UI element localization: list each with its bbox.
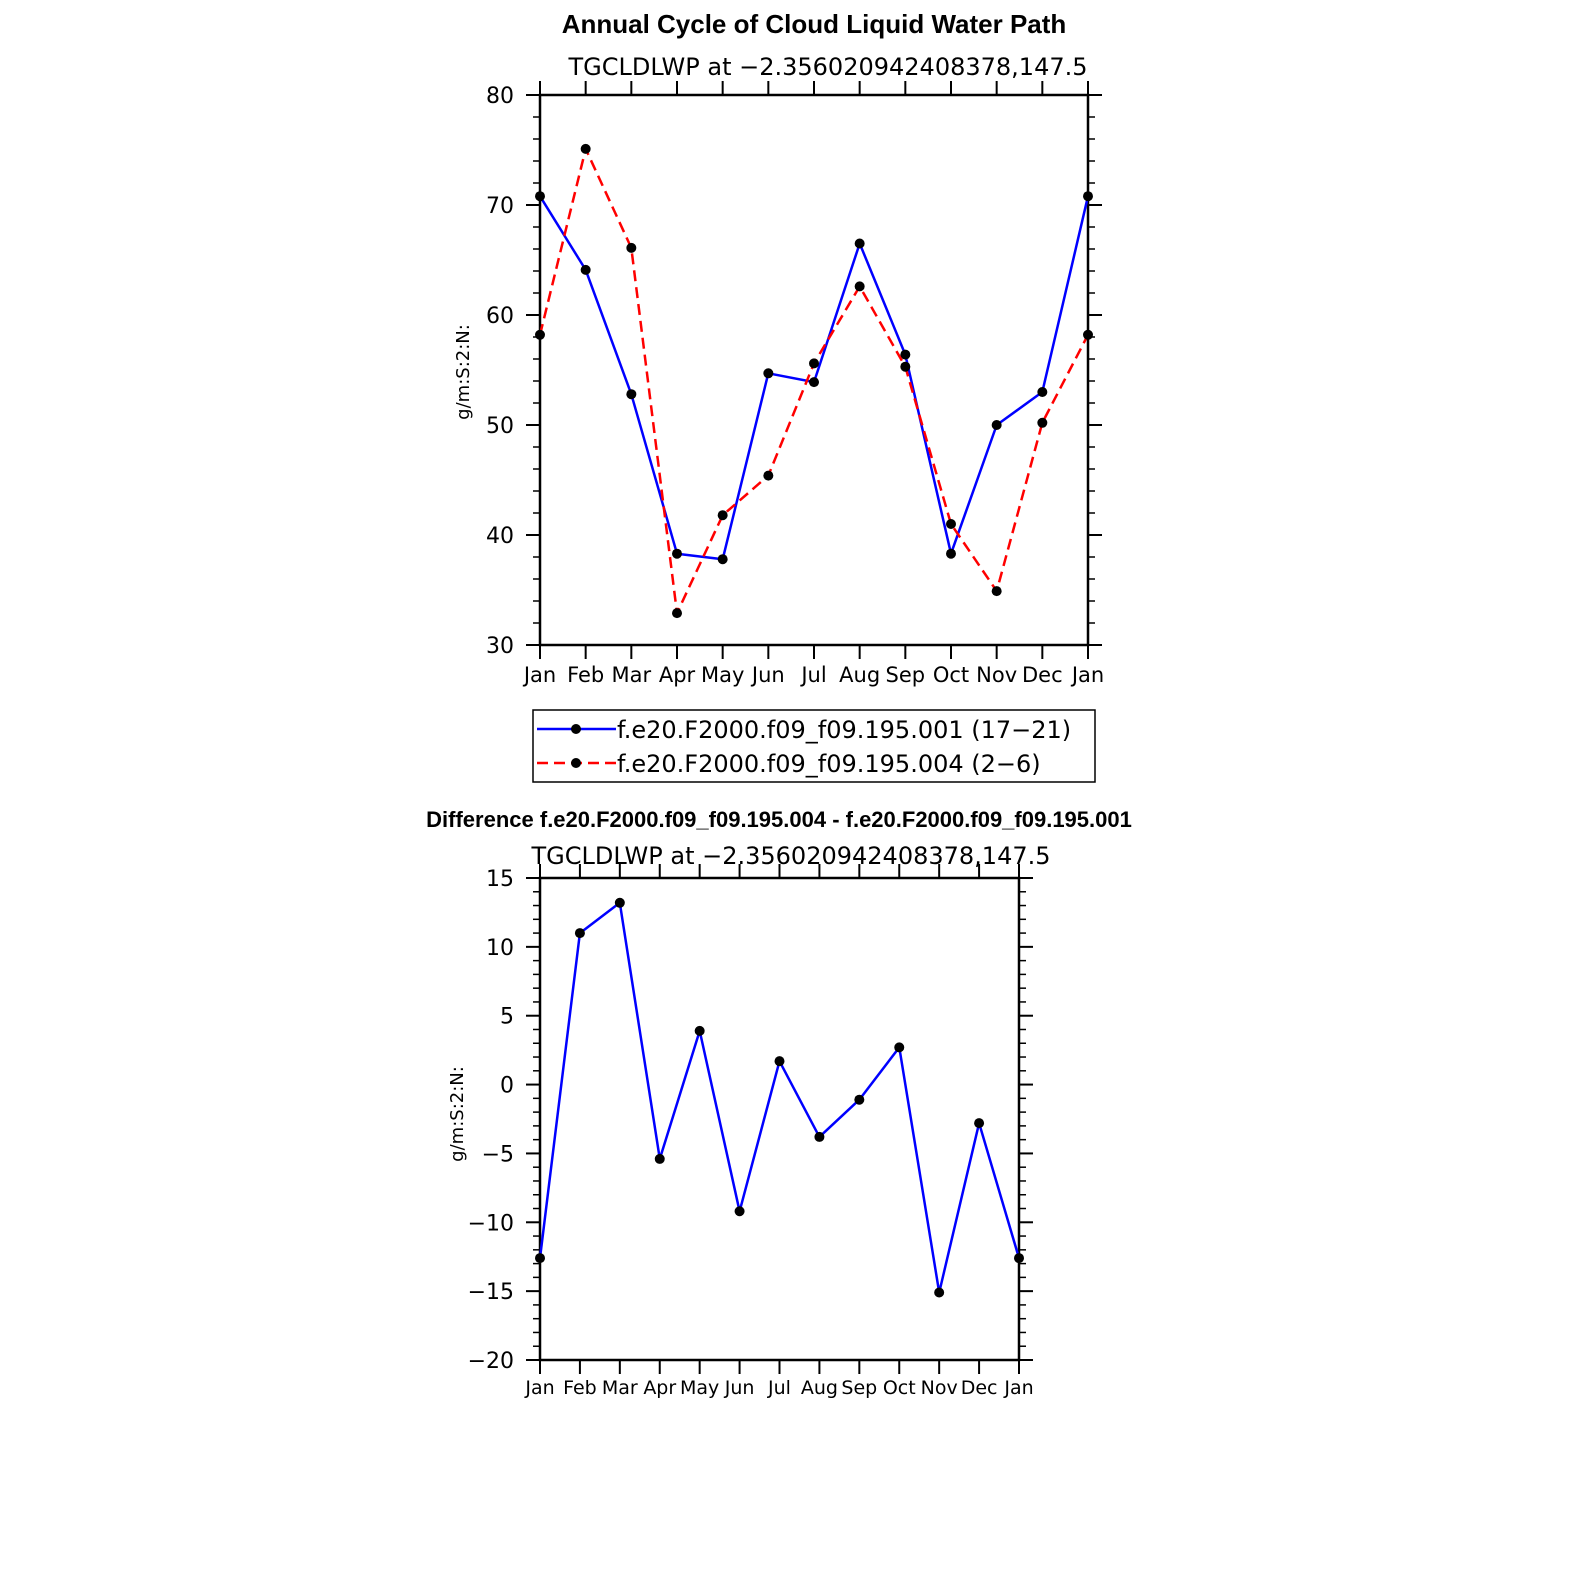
x-tick-label: Sep <box>886 663 926 687</box>
data-point-series-1 <box>614 897 625 908</box>
data-point-series-2 <box>900 361 911 372</box>
data-point-series-1 <box>717 554 728 565</box>
y-tick-label: 30 <box>486 634 514 659</box>
x-tick-label: Mar <box>612 663 652 687</box>
data-point-series-1 <box>1014 1253 1024 1264</box>
y-tick-label: −10 <box>468 1211 514 1236</box>
legend-marker-series-1 <box>571 724 581 734</box>
chart1-ylabel: g/m:S:2:N: <box>453 324 474 420</box>
chart1-subtitle: TGCLDLWP at −2.356020942408378,147.5 <box>568 53 1088 81</box>
data-point-series-1 <box>535 191 545 202</box>
x-tick-label: May <box>701 663 744 687</box>
x-tick-label: Dec <box>961 1377 998 1399</box>
data-point-series-1 <box>854 1094 865 1105</box>
data-point-series-1 <box>535 1253 545 1264</box>
data-point-series-1 <box>580 264 591 275</box>
data-point-series-1 <box>1037 387 1048 397</box>
x-tick-label: Sep <box>841 1377 877 1399</box>
data-point-series-2 <box>580 143 591 154</box>
legend-label-series-2: f.e20.F2000.f09_f09.195.004 (2−6) <box>617 750 1041 778</box>
y-tick-label: 5 <box>500 1005 514 1030</box>
data-point-series-2 <box>626 242 637 253</box>
y-tick-label: 70 <box>486 194 514 219</box>
x-tick-label: Aug <box>801 1377 838 1399</box>
y-tick-label: 0 <box>500 1074 514 1099</box>
y-tick-label: 50 <box>486 414 514 439</box>
y-tick-label: −5 <box>482 1142 514 1167</box>
data-point-series-1 <box>814 1131 825 1142</box>
data-point-series-2 <box>809 358 819 369</box>
x-tick-label: Jun <box>750 663 785 687</box>
data-point-series-1 <box>654 1153 665 1164</box>
data-point-series-2 <box>1037 417 1048 428</box>
x-tick-label: Jan <box>522 663 556 687</box>
y-tick-label: 80 <box>486 84 514 109</box>
x-tick-label: Dec <box>1022 663 1063 687</box>
data-point-series-2 <box>991 586 1002 597</box>
data-point-series-1 <box>574 928 585 939</box>
x-tick-label: Aug <box>839 663 880 687</box>
data-point-series-2 <box>854 281 865 292</box>
data-point-series-2 <box>763 470 774 481</box>
x-tick-label: Nov <box>976 663 1017 687</box>
x-tick-label: Apr <box>643 1377 676 1399</box>
annual-cycle-chart: Annual Cycle of Cloud Liquid Water Path … <box>453 9 1104 783</box>
data-point-series-2 <box>672 608 682 619</box>
y-tick-label: 40 <box>486 524 514 549</box>
legend-marker-series-2 <box>571 758 581 768</box>
data-point-series-1 <box>774 1056 785 1067</box>
data-point-series-1 <box>991 420 1002 430</box>
chart1-title: Annual Cycle of Cloud Liquid Water Path <box>562 9 1067 39</box>
data-point-series-1 <box>734 1206 745 1217</box>
y-tick-label: 10 <box>486 936 514 961</box>
x-tick-label: Feb <box>567 663 604 687</box>
x-tick-label: Jul <box>799 663 826 687</box>
chart1-legend: f.e20.F2000.f09_f09.195.001 (17−21) f.e2… <box>532 709 1096 783</box>
data-point-series-1 <box>763 368 774 379</box>
x-tick-label: Jan <box>524 1377 554 1399</box>
chart2-title: Difference f.e20.F2000.f09_f09.195.004 -… <box>426 807 1132 832</box>
chart2-subtitle: TGCLDLWP at −2.356020942408378,147.5 <box>531 842 1051 870</box>
x-tick-label: Mar <box>602 1377 638 1399</box>
legend-label-series-1: f.e20.F2000.f09_f09.195.001 (17−21) <box>617 716 1071 744</box>
x-tick-label: Nov <box>921 1377 958 1399</box>
data-point-series-2 <box>717 510 728 521</box>
x-tick-label: Feb <box>563 1377 597 1399</box>
x-tick-label: Oct <box>933 663 969 687</box>
data-point-series-1 <box>900 349 911 360</box>
chart2-ylabel: g/m:S:2:N: <box>447 1066 468 1162</box>
legend-box <box>532 709 1096 783</box>
x-tick-label: Jan <box>1003 1377 1033 1399</box>
x-tick-label: Jan <box>1070 663 1104 687</box>
x-tick-label: Jul <box>767 1377 791 1399</box>
data-point-series-1 <box>672 548 682 559</box>
y-tick-label: −15 <box>468 1280 514 1305</box>
x-tick-label: May <box>680 1377 719 1399</box>
data-point-series-1 <box>1083 191 1093 202</box>
data-point-series-1 <box>974 1118 985 1129</box>
data-point-series-1 <box>626 389 637 400</box>
data-point-series-2 <box>535 329 545 340</box>
y-tick-label: 15 <box>486 867 514 892</box>
difference-chart: Difference f.e20.F2000.f09_f09.195.004 -… <box>426 807 1132 1399</box>
data-point-series-2 <box>1083 329 1093 340</box>
plot-frame <box>538 876 1021 1362</box>
y-tick-label: −20 <box>468 1349 514 1374</box>
x-tick-label: Jun <box>724 1377 755 1399</box>
data-point-series-1 <box>934 1287 945 1298</box>
x-tick-label: Oct <box>883 1377 916 1399</box>
series-line-1 <box>538 901 1021 1294</box>
data-point-series-2 <box>946 519 956 529</box>
data-point-series-1 <box>946 548 956 559</box>
y-tick-label: 60 <box>486 304 514 329</box>
data-point-series-1 <box>809 377 819 388</box>
data-point-series-1 <box>894 1042 905 1053</box>
x-tick-label: Apr <box>659 663 696 687</box>
data-point-series-1 <box>694 1025 705 1036</box>
data-point-series-1 <box>854 238 865 249</box>
